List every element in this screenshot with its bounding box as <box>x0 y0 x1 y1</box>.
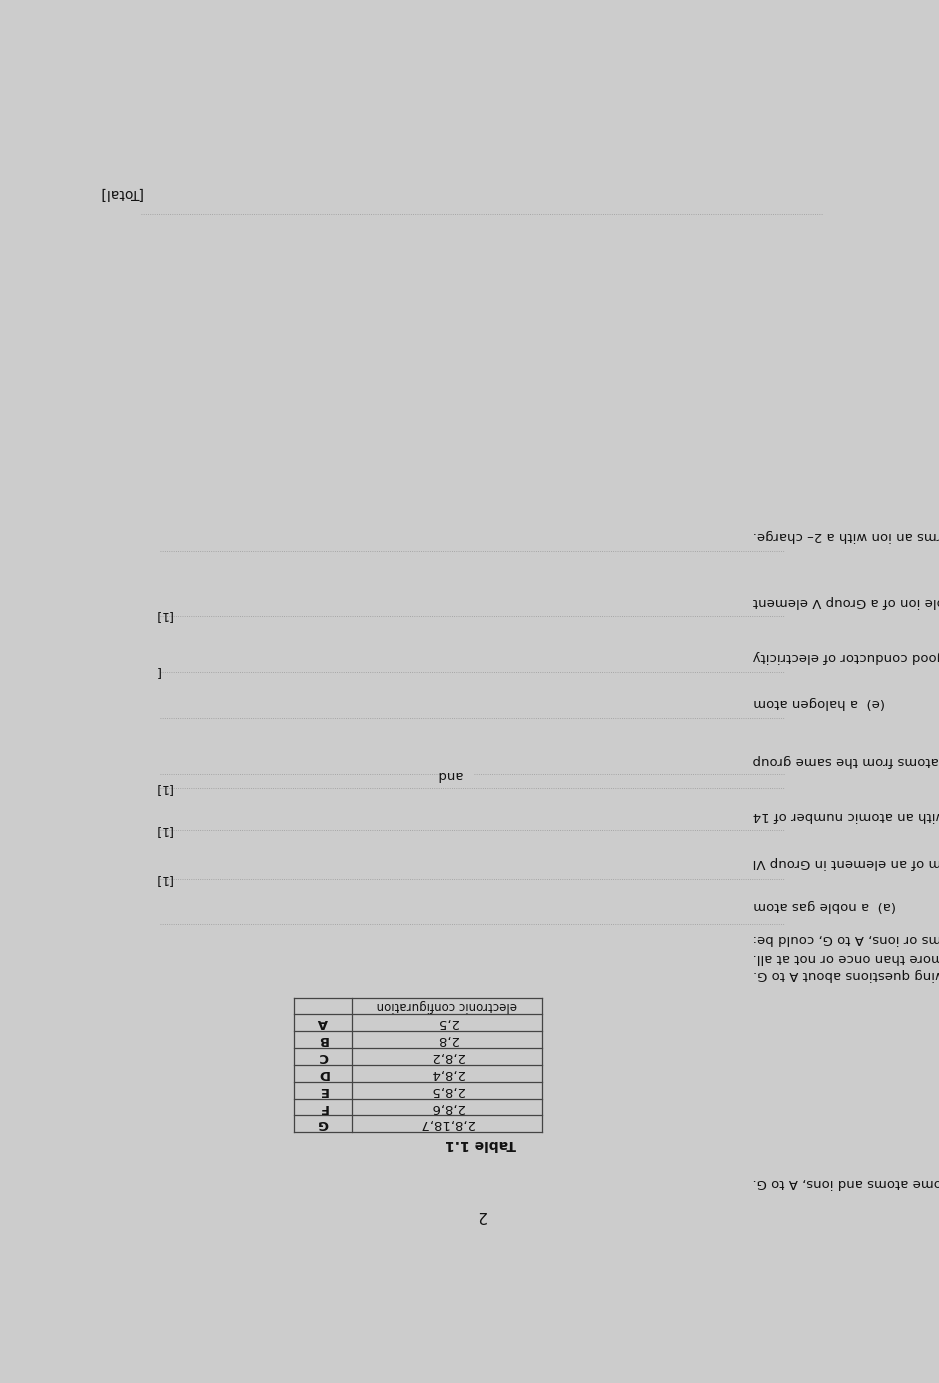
Text: 2,8: 2,8 <box>437 1033 457 1046</box>
Text: 2,8,4: 2,8,4 <box>430 1066 464 1080</box>
Text: (e)  a halogen atom: (e) a halogen atom <box>753 696 885 709</box>
Text: 2,8,2: 2,8,2 <box>430 1050 464 1064</box>
Text: Each letter may be used once, more than once or not at all.: Each letter may be used once, more than … <box>753 952 939 964</box>
Text: (g)  a stable ion of a Group V element: (g) a stable ion of a Group V element <box>753 595 939 607</box>
Text: [1]: [1] <box>155 609 173 622</box>
Text: [1]: [1] <box>155 824 173 837</box>
Text: Table 1.1: Table 1.1 <box>445 1137 516 1151</box>
Text: (h)  an atom that forms an ion with a 2– charge.: (h) an atom that forms an ion with a 2– … <box>753 530 939 542</box>
Text: State which of the atoms or ions, A to G, could be:: State which of the atoms or ions, A to G… <box>753 932 939 945</box>
Text: [1]: [1] <box>155 781 173 795</box>
Text: and: and <box>429 768 471 781</box>
Text: (c)  an atom with an atomic number of 14: (c) an atom with an atomic number of 14 <box>753 809 939 822</box>
Text: 2,8,6: 2,8,6 <box>430 1101 464 1113</box>
Text: 2,8,5: 2,8,5 <box>430 1084 464 1097</box>
Text: [: [ <box>155 665 160 678</box>
Text: 2,5: 2,5 <box>437 1017 457 1029</box>
Text: (b)  an atom of an element in Group VI: (b) an atom of an element in Group VI <box>753 856 939 870</box>
Text: A: A <box>318 1017 329 1029</box>
Text: 1   Table 1.1 gives the electronic configurations of some atoms and ions, A to G: 1 Table 1.1 gives the electronic configu… <box>753 1176 939 1189</box>
Text: G: G <box>317 1117 329 1130</box>
Text: [1]: [1] <box>155 873 173 885</box>
Text: (f)  an atom of an element which is a good conductor of electricity: (f) an atom of an element which is a goo… <box>753 650 939 662</box>
Text: C: C <box>318 1050 328 1064</box>
Text: [Total]: [Total] <box>99 185 142 201</box>
Text: B: B <box>318 1033 329 1046</box>
Text: (a)  a noble gas atom: (a) a noble gas atom <box>753 899 896 911</box>
Text: 2,8,18,7: 2,8,18,7 <box>420 1117 474 1130</box>
Text: E: E <box>318 1084 328 1097</box>
Text: Answer the following questions about A to G.: Answer the following questions about A t… <box>753 968 939 981</box>
Text: D: D <box>317 1066 329 1080</box>
Text: F: F <box>318 1101 328 1113</box>
Text: 2: 2 <box>476 1207 485 1223</box>
Text: (d)  atoms from the same group: (d) atoms from the same group <box>753 754 939 768</box>
Text: electronic configuration: electronic configuration <box>377 1000 517 1012</box>
